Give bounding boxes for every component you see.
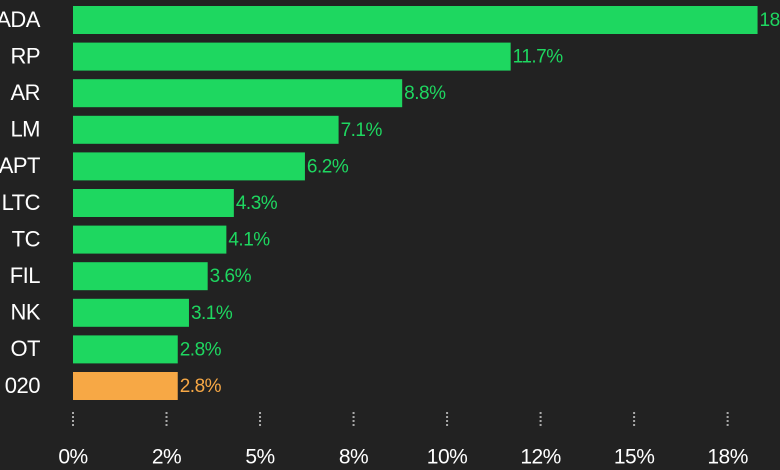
value-label: 7.1% [341,120,383,141]
bar [73,6,758,34]
x-tick-label: 15% [614,446,655,469]
value-label: 4.3% [236,193,278,214]
value-label: 8.8% [404,83,446,104]
value-label: 3.6% [210,266,252,287]
x-tick-label: 2% [152,446,181,469]
x-tick-label: 10% [427,446,468,469]
category-label: 020 [5,373,40,398]
category-label: NK [10,300,40,325]
value-label: 6.2% [307,156,349,177]
value-label: 2.8% [180,339,222,360]
bar [73,79,403,108]
x-tick-label: 5% [245,446,274,469]
value-label: 4.1% [228,230,270,251]
x-tick-label: 0% [58,446,87,469]
bar [73,152,305,181]
category-label: ADA [0,7,41,32]
bar [73,335,178,364]
category-label: OT [10,336,40,361]
category-label: APT [0,153,40,178]
bar [73,262,208,291]
bar [73,298,189,327]
bar [73,42,511,71]
value-label: 3.1% [191,303,233,324]
x-tick-label: 12% [520,446,561,469]
category-label: TC [12,226,41,251]
x-tick-label: 18% [707,446,748,469]
bar [73,115,339,144]
bar [73,189,234,217]
value-label: 18 [760,10,780,31]
category-label: LTC [2,190,41,215]
bar [73,372,178,400]
category-label: FIL [10,263,41,288]
value-label: 11.7% [513,47,564,68]
category-label: RP [10,43,40,68]
value-label: 2.8% [180,376,222,397]
x-tick-label: 8% [339,446,368,469]
bar [73,225,227,254]
category-label: AR [10,80,40,105]
category-label: LM [10,117,40,142]
